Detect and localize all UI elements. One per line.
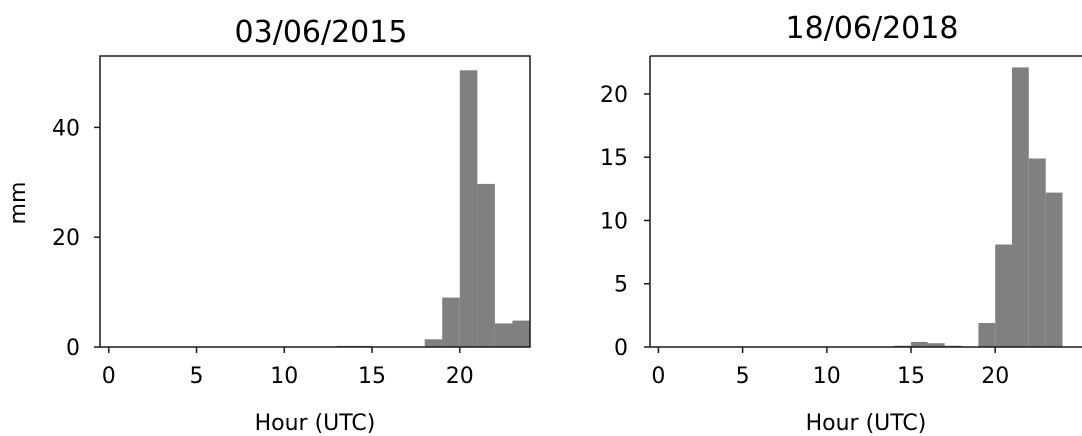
y-tick-label: 15 [600,146,628,171]
bar-1-hour-18 [424,339,443,347]
x-ticks-1: 0 5 10 15 20 [102,347,474,389]
x-tick-label: 5 [190,364,204,389]
y-axis-label-1: mm [6,182,31,225]
bars-group-1 [336,70,530,348]
x-ticks-2: 0 5 10 15 20 [651,347,1009,389]
y-tick-label: 20 [600,83,628,108]
x-tick-label: 0 [102,364,116,389]
bar-2-hour-20 [995,244,1012,347]
bar-2-hour-22 [1028,158,1046,347]
bar-2-hour-23 [1045,192,1063,347]
bar-1-hour-22 [494,323,513,347]
y-ticks-1: 0 20 40 [52,116,100,361]
bar-2-hour-19 [978,323,996,347]
y-ticks-2: 0 5 10 15 20 [600,83,650,361]
y-tick-label: 20 [52,226,80,251]
y-tick-label: 0 [66,336,80,361]
x-axis-label-2: Hour (UTC) [806,411,927,436]
x-tick-label: 5 [736,364,750,389]
bar-1-hour-19 [442,297,460,347]
plot-frame-1 [99,55,531,348]
chart-panel-2: 18/06/2018 0 5 10 15 20 0 5 10 15 20 Hour (UTC) [600,11,1082,436]
bar-1-hour-21 [477,183,495,347]
bars-group-2 [894,67,1063,348]
chart-panel-1: 03/06/2015 0 5 10 15 20 0 20 40 Hour (UTC) mm [6,15,531,436]
bar-2-hour-16 [927,343,945,347]
x-tick-label: 20 [981,364,1009,389]
x-tick-label: 15 [897,364,925,389]
bar-1-hour-20 [459,70,478,348]
x-tick-label: 15 [358,364,386,389]
y-tick-label: 5 [614,273,628,298]
chart-title-1: 03/06/2015 [235,15,408,50]
bar-2-hour-21 [1012,67,1029,348]
y-tick-label: 10 [600,209,628,234]
x-tick-label: 10 [813,364,841,389]
chart-title-2: 18/06/2018 [786,11,959,46]
x-tick-label: 10 [270,364,298,389]
x-tick-label: 20 [446,364,474,389]
x-axis-label-1: Hour (UTC) [255,411,376,436]
y-tick-label: 40 [52,116,80,141]
y-tick-label: 0 [614,336,628,361]
x-tick-label: 0 [651,364,665,389]
bar-2-hour-15 [911,341,928,347]
bar-1-hour-23 [512,320,530,347]
